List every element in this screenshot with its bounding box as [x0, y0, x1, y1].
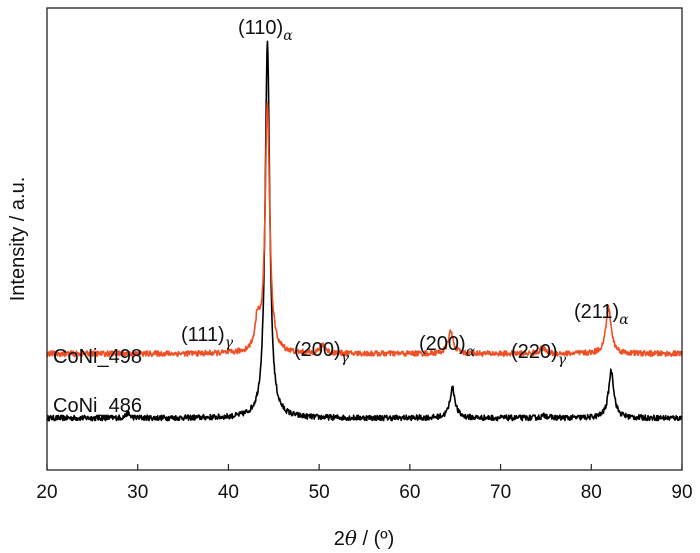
x-tick-label-80: 80: [581, 482, 602, 503]
x-axis-ticks: 20 30 40 50 60 70 80 90: [36, 464, 693, 503]
x-tick-label-20: 20: [36, 482, 57, 503]
trace-group: [46, 40, 683, 422]
x-axis-title: 2θ / (º): [334, 526, 394, 550]
series-label-coni-498: CoNi_498: [53, 346, 142, 368]
x-tick-label-40: 40: [218, 482, 239, 503]
series-line-coni-486: [46, 40, 683, 422]
peak-label-200-gamma: (200)γ: [294, 339, 350, 366]
x-tick-label-60: 60: [399, 482, 420, 503]
x-tick-label-30: 30: [127, 482, 148, 503]
peak-label-211-alpha: (211)α: [574, 301, 629, 328]
y-axis-title: Intensity / a.u.: [7, 177, 29, 302]
peak-label-220-gamma: (220)γ: [511, 341, 567, 368]
x-tick-label-50: 50: [309, 482, 330, 503]
peak-label-111-gamma: (111)γ: [181, 324, 234, 351]
series-line-coni-498: [46, 101, 683, 358]
x-tick-label-70: 70: [490, 482, 511, 503]
x-tick-label-90: 90: [671, 482, 692, 503]
peak-label-110-alpha: (110)α: [238, 17, 293, 44]
peak-label-200-alpha: (200)α: [419, 333, 476, 360]
plot-frame: [46, 7, 683, 471]
series-label-coni-486: CoNi_486: [53, 395, 142, 417]
